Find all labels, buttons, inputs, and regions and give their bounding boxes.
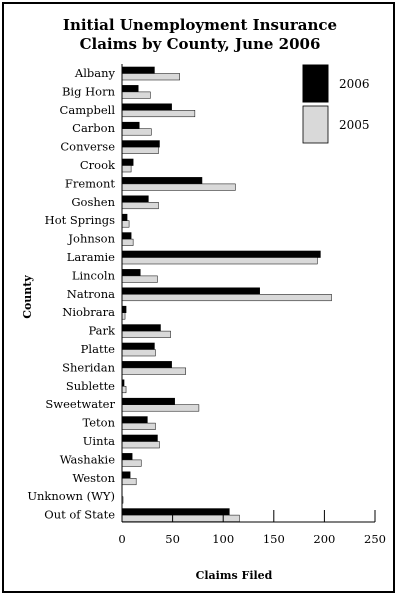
bar-2005-hot-springs	[121, 220, 130, 228]
legend-swatch-2006	[302, 64, 329, 103]
category-label-unknown-wy: Unknown (WY)	[27, 489, 115, 503]
bar-2006-natrona	[121, 287, 260, 295]
category-labels: Albany Big Horn Campbell Carbon Converse Croo…	[27, 66, 116, 522]
bar-2005-big-horn	[121, 91, 151, 99]
category-label-sheridan: Sheridan	[62, 360, 115, 374]
bar-2006-park	[121, 324, 161, 332]
category-label-albany: Albany	[74, 66, 116, 80]
legend-swatch-2005	[302, 105, 329, 144]
x-tick-label-200: 200	[313, 532, 335, 546]
category-label-teton: Teton	[82, 416, 115, 430]
bar-2005-campbell	[121, 110, 196, 118]
bar-2006-fremont	[121, 177, 203, 185]
category-label-platte: Platte	[81, 342, 116, 356]
bar-2005-crook	[121, 165, 132, 173]
bar-2006-washakie	[121, 453, 133, 461]
category-label-crook: Crook	[80, 158, 116, 172]
category-label-johnson: Johnson	[67, 232, 115, 246]
bar-2006-teton	[121, 416, 148, 424]
category-label-sublette: Sublette	[66, 379, 115, 393]
legend-label-2006: 2006	[339, 77, 370, 91]
y-axis-label: County	[21, 275, 34, 319]
category-label-carbon: Carbon	[72, 121, 115, 135]
bar-2005-converse	[121, 146, 159, 154]
category-label-park: Park	[88, 324, 116, 338]
bar-2005-fremont	[121, 183, 236, 191]
chart-title-line-1: Initial Unemployment Insurance	[63, 16, 337, 34]
bar-2006-niobrara	[121, 305, 127, 314]
bar-2006-big-horn	[121, 85, 139, 93]
category-label-niobrara: Niobrara	[62, 305, 115, 319]
bar-2006-johnson	[121, 232, 132, 240]
bar-2005-platte	[121, 349, 156, 357]
chart-title-line-2: Claims by County, June 2006	[80, 35, 321, 53]
bar-2006-out-of-state	[121, 508, 230, 516]
bar-2005-johnson	[121, 238, 134, 246]
bar-2005-out-of-state	[121, 514, 240, 522]
bar-2006-laramie	[121, 250, 321, 258]
x-axis-label: Claims Filed	[196, 569, 273, 582]
bar-2006-sweetwater	[121, 397, 175, 406]
bar-2006-converse	[121, 140, 160, 148]
bar-2005-lincoln	[121, 275, 158, 283]
x-axis-ticks: 0 50 100 150 200 250	[118, 510, 386, 546]
category-label-out-of-state: Out of State	[44, 508, 115, 522]
bar-2005-albany	[121, 73, 180, 81]
x-tick-label-0: 0	[118, 532, 125, 546]
bar-2005-carbon	[121, 128, 152, 136]
bar-2006-platte	[121, 342, 155, 350]
category-label-converse: Converse	[60, 140, 115, 154]
bar-2006-weston	[121, 471, 131, 479]
x-tick-label-50: 50	[165, 532, 180, 546]
bar-2006-uinta	[121, 434, 158, 442]
bar-2005-natrona	[121, 294, 332, 302]
bar-2006-lincoln	[121, 269, 141, 277]
bar-2005-teton	[121, 422, 156, 430]
category-label-uinta: Uinta	[83, 434, 115, 448]
bar-2005-weston	[121, 478, 137, 486]
bar-2005-sublette	[121, 386, 127, 394]
bar-2005-sweetwater	[121, 404, 200, 412]
category-label-washakie: Washakie	[60, 452, 115, 466]
x-tick-label-100: 100	[212, 532, 234, 546]
bar-2006-campbell	[121, 103, 172, 111]
bar-2005-washakie	[121, 459, 142, 467]
bar-2006-hot-springs	[121, 213, 128, 221]
category-label-fremont: Fremont	[65, 176, 116, 190]
bars-group	[121, 66, 332, 522]
bar-2006-crook	[121, 158, 134, 166]
category-label-big-horn: Big Horn	[62, 84, 116, 98]
bar-2006-sheridan	[121, 361, 172, 369]
x-tick-label-150: 150	[263, 532, 285, 546]
bar-2006-albany	[121, 66, 155, 74]
category-label-natrona: Natrona	[67, 287, 115, 301]
x-tick-label-250: 250	[364, 532, 386, 546]
bar-2006-goshen	[121, 195, 149, 203]
bar-2005-park	[121, 330, 171, 338]
category-label-hot-springs: Hot Springs	[45, 213, 115, 227]
bar-2005-sheridan	[121, 367, 187, 375]
category-label-laramie: Laramie	[67, 250, 115, 264]
category-label-lincoln: Lincoln	[72, 268, 116, 282]
bar-2005-laramie	[121, 257, 318, 265]
legend: 2006 2005	[302, 64, 370, 144]
category-label-campbell: Campbell	[60, 103, 116, 117]
category-label-weston: Weston	[72, 471, 115, 485]
bar-2005-goshen	[121, 202, 159, 210]
category-label-goshen: Goshen	[71, 195, 115, 209]
legend-label-2005: 2005	[339, 118, 370, 132]
bar-2006-carbon	[121, 121, 140, 129]
category-label-sweetwater: Sweetwater	[45, 397, 115, 411]
bar-2005-uinta	[121, 441, 160, 449]
